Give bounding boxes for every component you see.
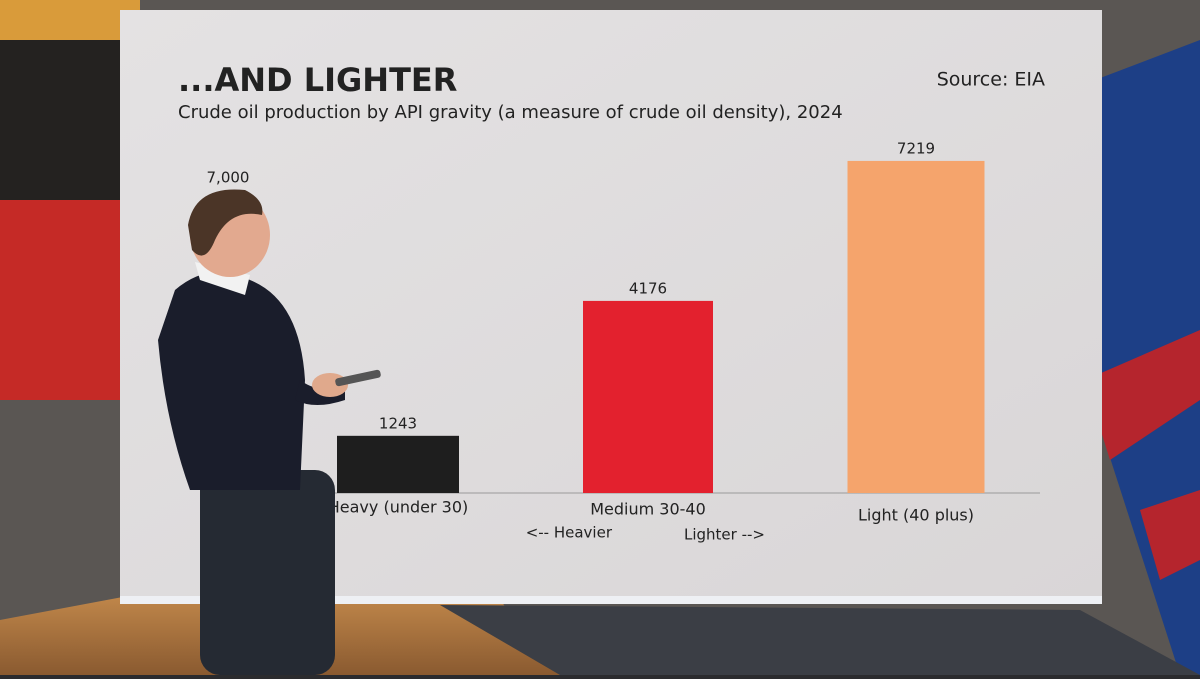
source: Source: EIA	[937, 69, 1045, 91]
left-flag-dark	[0, 40, 140, 200]
left-flag-red	[0, 200, 140, 400]
right-flag-stripe	[1085, 330, 1200, 460]
annotation: <-- Heavier	[526, 524, 613, 542]
plot: 7,000 Heavy (under 30) 1243 Medium 30-40 417…	[207, 139, 1040, 525]
right-flag-stripe	[1140, 490, 1200, 580]
bar	[583, 300, 713, 493]
y-tick-label: 7,000	[207, 169, 250, 187]
value-label: 7219	[897, 139, 935, 157]
bar	[337, 435, 459, 493]
value-label: 4176	[629, 279, 667, 297]
bar	[847, 160, 985, 493]
x-tick-label: Light (40 plus)	[858, 506, 974, 525]
x-tick-label: Heavy (under 30)	[328, 498, 469, 517]
left-flag-yellow	[0, 0, 140, 40]
value-label: 1243	[379, 414, 417, 432]
presenter	[158, 189, 381, 675]
chart-subtitle: Crude oil production by API gravity (a m…	[178, 102, 843, 123]
chart-title: ...AND LIGHTER	[178, 61, 457, 99]
annotation: Lighter -->	[684, 526, 765, 544]
floor-dark	[440, 605, 1200, 675]
screen-edge	[120, 596, 1102, 604]
x-tick-label: Medium 30-40	[590, 500, 706, 519]
